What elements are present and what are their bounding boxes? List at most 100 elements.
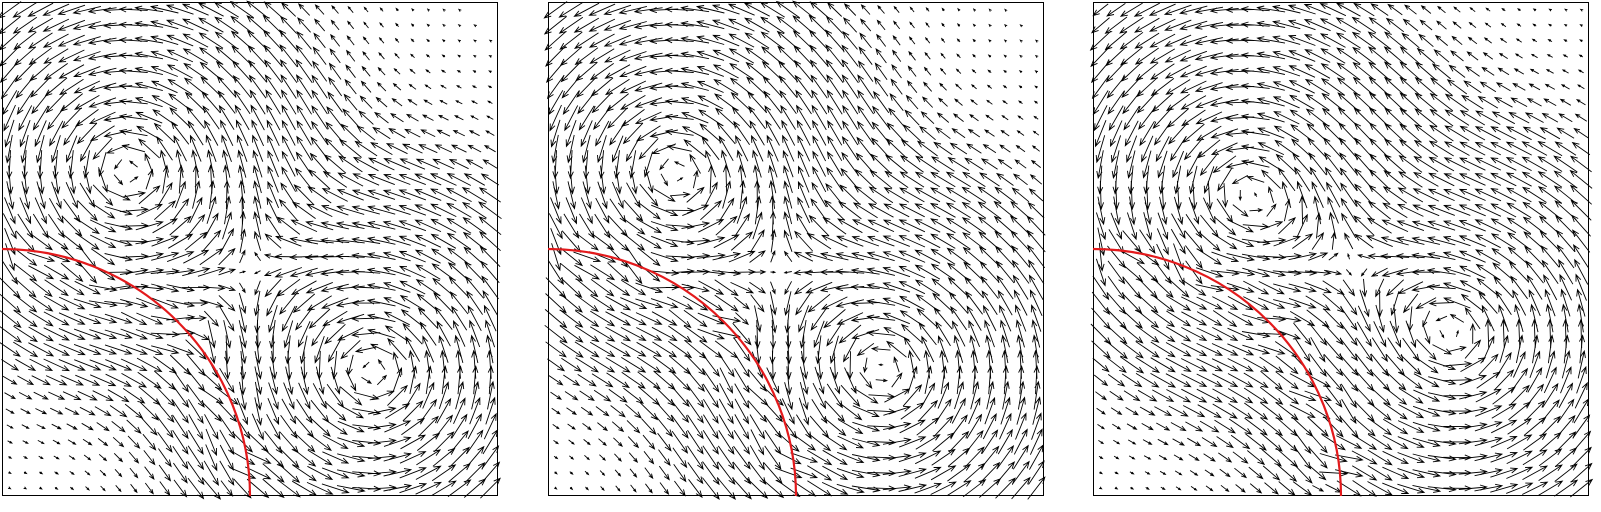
velocity-arrow xyxy=(1217,168,1232,192)
velocity-arrow xyxy=(930,218,956,234)
velocity-arrow xyxy=(767,149,778,178)
velocity-arrow xyxy=(1443,173,1471,186)
velocity-arrow xyxy=(605,326,632,342)
velocity-arrow xyxy=(405,336,420,362)
velocity-arrow xyxy=(736,196,748,224)
velocity-arrow xyxy=(1032,130,1040,136)
velocity-arrow xyxy=(543,1,568,19)
velocity-arrow xyxy=(1429,93,1454,112)
velocity-arrow xyxy=(754,179,761,210)
velocity-arrow xyxy=(410,53,415,59)
velocity-arrow xyxy=(324,137,346,160)
velocity-arrow xyxy=(1339,369,1359,392)
velocity-arrow xyxy=(301,350,308,381)
velocity-arrow xyxy=(1214,419,1237,434)
velocity-arrow xyxy=(1292,462,1313,484)
velocity-arrow xyxy=(1458,453,1488,460)
velocity-arrow xyxy=(1443,454,1473,461)
velocity-arrow xyxy=(1579,334,1586,364)
velocity-arrow xyxy=(337,469,366,478)
velocity-arrow xyxy=(718,429,735,455)
velocity-arrow xyxy=(169,215,192,236)
velocity-arrow xyxy=(554,471,558,475)
velocity-arrow xyxy=(1467,36,1478,45)
velocity-arrow xyxy=(1474,188,1502,202)
velocity-arrow xyxy=(566,407,577,415)
velocity-arrow xyxy=(763,90,782,114)
velocity-arrow xyxy=(1458,220,1486,232)
velocity-arrow xyxy=(689,153,701,174)
velocity-arrow xyxy=(837,435,865,449)
velocity-arrow xyxy=(914,203,941,218)
velocity-arrow xyxy=(749,445,765,471)
velocity-arrow xyxy=(1011,476,1031,500)
velocity-arrow xyxy=(798,397,810,426)
velocity-arrow xyxy=(454,334,464,364)
velocity-arrow xyxy=(284,335,291,365)
velocity-arrow xyxy=(266,290,281,317)
velocity-arrow xyxy=(1522,201,1547,219)
velocity-arrow xyxy=(869,169,893,189)
velocity-arrow xyxy=(859,32,872,49)
velocity-arrow xyxy=(584,454,590,461)
velocity-arrow xyxy=(796,119,811,146)
velocity-arrow xyxy=(815,335,822,365)
velocity-arrow xyxy=(1553,170,1578,189)
velocity-arrow xyxy=(330,19,340,31)
velocity-arrow xyxy=(1506,466,1534,479)
velocity-arrow xyxy=(1491,247,1516,266)
velocity-arrow xyxy=(330,366,341,395)
velocity-arrow xyxy=(367,173,395,186)
velocity-arrow xyxy=(841,151,859,176)
interface-arc xyxy=(1,247,252,497)
velocity-arrow xyxy=(560,262,584,282)
velocity-arrow xyxy=(483,412,497,440)
velocity-arrow xyxy=(1127,165,1135,195)
velocity-arrow xyxy=(1179,80,1207,94)
velocity-arrow xyxy=(981,290,998,316)
velocity-arrow xyxy=(43,63,68,81)
velocity-arrow xyxy=(566,134,575,164)
velocity-arrow xyxy=(488,70,492,74)
velocity-arrow xyxy=(467,413,482,440)
velocity-arrow xyxy=(945,171,971,188)
velocity-arrow xyxy=(224,350,231,380)
velocity-arrow xyxy=(1505,172,1532,187)
velocity-arrow xyxy=(205,444,218,472)
velocity-arrow xyxy=(1319,3,1347,17)
velocity-arrow xyxy=(219,444,234,471)
velocity-arrow xyxy=(1227,388,1254,404)
velocity-arrow xyxy=(42,18,70,32)
velocity-arrow xyxy=(589,48,615,64)
velocity-arrow xyxy=(950,305,968,331)
velocity-arrow xyxy=(551,134,559,164)
velocity-arrow xyxy=(983,129,995,137)
velocity-arrow xyxy=(114,468,123,478)
velocity-arrow xyxy=(104,329,133,339)
velocity-arrow xyxy=(312,383,327,410)
velocity-arrow xyxy=(1427,204,1455,216)
velocity-arrow xyxy=(1288,50,1316,62)
velocity-arrow xyxy=(651,326,678,342)
velocity-arrow xyxy=(868,393,896,400)
velocity-arrow xyxy=(1382,418,1409,435)
velocity-arrow xyxy=(1230,434,1251,450)
velocity-arrow xyxy=(1443,423,1473,430)
velocity-arrow xyxy=(382,189,411,200)
velocity-arrow xyxy=(1481,66,1495,76)
velocity-arrow xyxy=(1015,304,1027,332)
velocity-arrow xyxy=(322,310,348,327)
velocity-arrow xyxy=(372,126,391,140)
velocity-arrow xyxy=(291,201,316,219)
velocity-arrow xyxy=(222,149,231,178)
velocity-arrow xyxy=(811,181,827,208)
velocity-arrow xyxy=(278,447,300,469)
velocity-arrow xyxy=(1506,187,1532,203)
velocity-arrow xyxy=(463,173,486,186)
velocity-arrow xyxy=(0,310,22,328)
velocity-arrow xyxy=(1294,337,1311,363)
velocity-arrow xyxy=(856,120,875,145)
velocity-arrow xyxy=(300,366,309,396)
velocity-arrow xyxy=(1547,334,1555,364)
velocity-arrow xyxy=(1563,39,1568,42)
